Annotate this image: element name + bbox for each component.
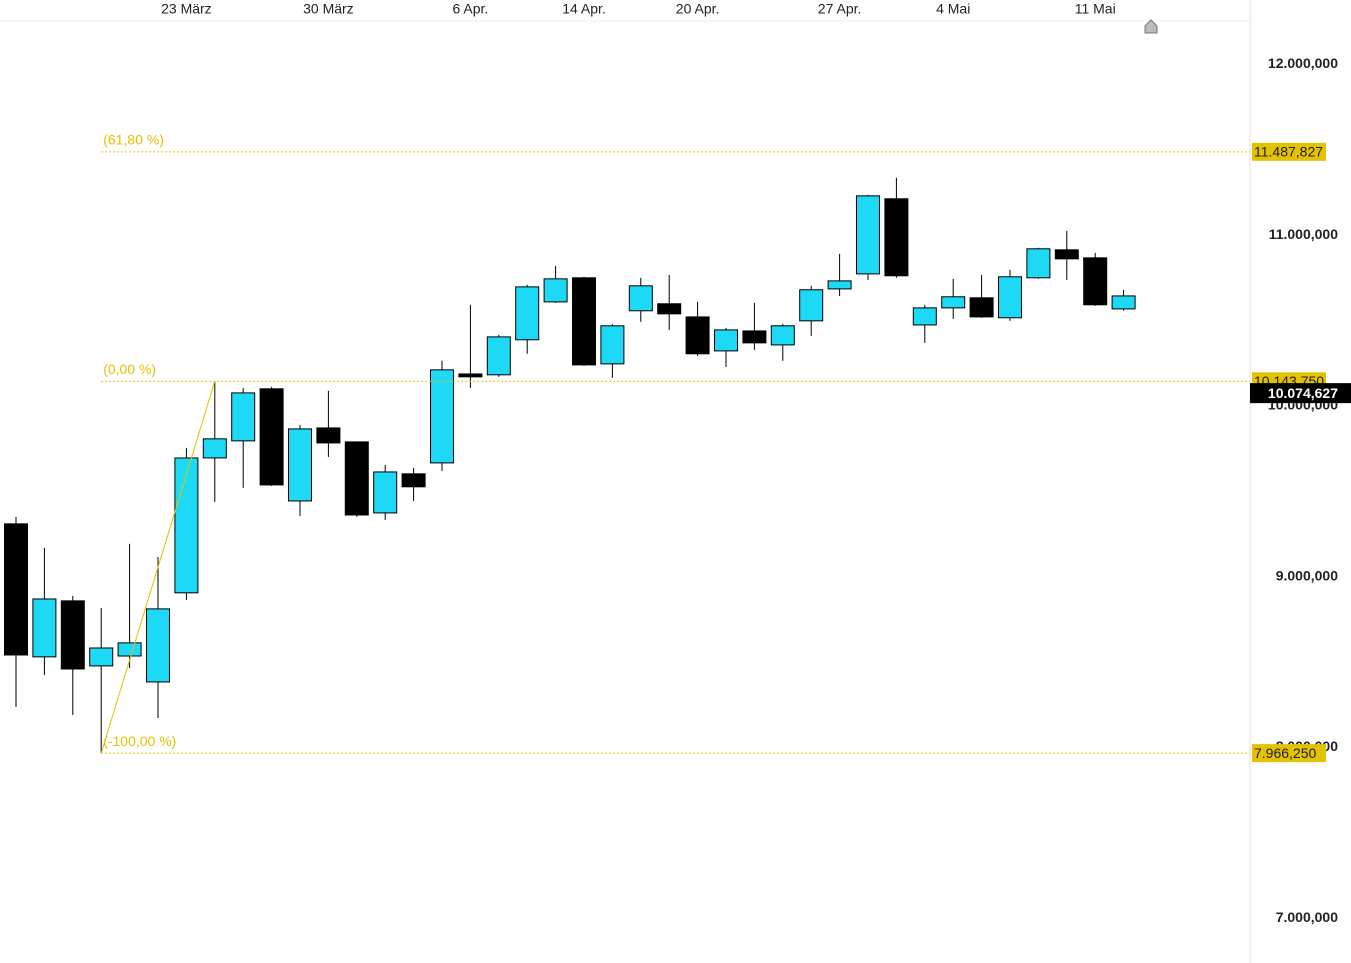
y-tick-label: 11.000,000 <box>1269 226 1339 242</box>
home-icon[interactable] <box>1144 19 1158 34</box>
candle-body <box>856 195 880 275</box>
last-price-label: 10.074,627 <box>1268 385 1338 401</box>
candle-body <box>912 307 937 326</box>
candle-body <box>401 473 426 488</box>
candle-body <box>543 278 568 303</box>
candle-body <box>742 330 767 344</box>
candle-body <box>827 280 852 290</box>
candle-body <box>288 428 312 502</box>
x-tick-label: 6 Apr. <box>452 1 488 17</box>
candle-body <box>202 438 227 459</box>
candle-body <box>146 608 170 683</box>
x-tick-label: 27 Apr. <box>818 1 862 17</box>
candle-body <box>770 325 795 346</box>
x-tick-label: 30 März <box>303 1 354 17</box>
candle-body <box>1083 257 1108 306</box>
candle-body <box>515 286 540 341</box>
candle-body <box>969 297 994 318</box>
candle-body <box>1111 295 1136 310</box>
candle-body <box>259 388 284 486</box>
candle-body <box>884 198 909 277</box>
candle-body <box>174 457 199 594</box>
candle-body <box>657 303 682 315</box>
candle-body <box>572 277 596 366</box>
candle-body <box>685 316 710 355</box>
candle-body <box>373 471 398 514</box>
fib-price-box <box>1252 142 1326 161</box>
candle-body <box>231 392 256 442</box>
candle-body <box>316 427 341 444</box>
candle-body <box>941 296 966 309</box>
y-tick-label: 12.000,000 <box>1268 55 1338 71</box>
x-tick-label: 23 März <box>161 1 212 17</box>
candle-body <box>486 336 511 376</box>
candle-body <box>32 598 57 658</box>
fib-level-label: (0,00 %) <box>103 361 156 377</box>
candle-body <box>998 276 1022 319</box>
candle-body <box>4 523 28 656</box>
candle-body <box>1054 249 1079 260</box>
x-tick-label: 14 Apr. <box>562 1 606 17</box>
candle-body <box>344 441 369 516</box>
last-price-box <box>1250 383 1351 404</box>
fib-trend-line <box>100 381 216 754</box>
x-tick-label: 11 Mai <box>1075 1 1116 17</box>
fib-price-label: 11.487,827 <box>1254 144 1323 160</box>
y-tick-label: 9.000,000 <box>1276 567 1338 583</box>
candle-body <box>799 289 824 322</box>
candle-body <box>430 369 454 464</box>
fib-level-label: (61,80 %) <box>103 132 164 148</box>
candle-body <box>600 325 625 365</box>
candle-body <box>117 642 142 657</box>
x-tick-label: 4 Mai <box>936 1 970 17</box>
x-tick-label: 20 Apr. <box>676 1 720 17</box>
candle-body <box>458 373 483 378</box>
fib-level-label: (-100,00 %) <box>103 733 176 749</box>
candle-body <box>60 600 85 670</box>
fib-price-label: 7.966,250 <box>1254 745 1316 761</box>
candle-body <box>714 329 738 352</box>
candle-body <box>1026 248 1051 279</box>
y-tick-label: 7.000,000 <box>1276 909 1338 925</box>
candle-body <box>89 647 114 667</box>
candle-body <box>628 285 653 312</box>
fib-price-box <box>1252 744 1326 763</box>
